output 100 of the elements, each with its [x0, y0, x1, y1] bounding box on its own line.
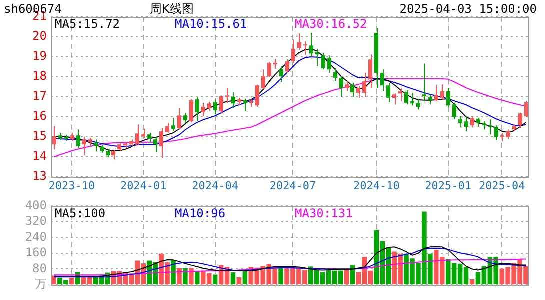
- candlestick: [380, 69, 384, 92]
- candlestick: [166, 122, 170, 134]
- candlestick: [328, 55, 332, 74]
- candlestick: [154, 136, 158, 153]
- candlestick: [310, 32, 314, 58]
- bar: [344, 270, 350, 284]
- candlestick: [214, 99, 218, 116]
- candlestick: [52, 126, 56, 150]
- text: MA10:15.61: [175, 17, 248, 32]
- candlestick: [452, 102, 456, 120]
- candlestick: [292, 39, 296, 64]
- candlestick: [178, 108, 182, 130]
- candlestick: [82, 136, 86, 156]
- candlestick: [316, 48, 320, 67]
- candlestick: [202, 102, 206, 117]
- candlestick: [368, 54, 372, 88]
- candlestick: [196, 96, 200, 122]
- candlestick: [256, 84, 260, 108]
- candlestick: [304, 40, 308, 56]
- candlestick: [470, 116, 474, 128]
- candlestick: [416, 99, 420, 110]
- bar: [236, 278, 242, 284]
- x-tick-label: 2024-04: [192, 179, 239, 192]
- y-tick-label: 16: [32, 109, 47, 124]
- y-tick-label: 万: [35, 277, 47, 292]
- y-tick-label: 80: [32, 261, 47, 276]
- candlestick: [410, 92, 414, 106]
- candlestick: [356, 86, 360, 98]
- bar: [470, 279, 475, 284]
- candlestick: [518, 112, 522, 128]
- text: MA5:100: [55, 206, 106, 220]
- candlestick: [350, 82, 354, 98]
- candlestick: [362, 72, 366, 98]
- candlestick: [464, 116, 468, 132]
- bar: [230, 272, 236, 284]
- candlestick: [112, 150, 116, 160]
- candlestick: [458, 116, 462, 128]
- candlestick: [446, 88, 450, 108]
- candlestick: [136, 124, 140, 146]
- y-tick-label: 17: [32, 89, 47, 104]
- candlestick: [148, 132, 152, 144]
- candlestick: [404, 90, 408, 106]
- text: MA30:16.52: [295, 17, 368, 32]
- y-tick-label: 14: [32, 149, 47, 164]
- candlestick: [434, 84, 438, 102]
- candlestick: [160, 128, 164, 158]
- candlestick: [506, 129, 510, 140]
- bar: [195, 271, 200, 284]
- x-tick-label: 2023-10: [48, 179, 96, 192]
- candlestick: [286, 59, 290, 74]
- y-tick-label: 320: [25, 214, 47, 228]
- candlestick: [172, 118, 176, 132]
- bar: [183, 268, 188, 284]
- bar: [189, 268, 194, 284]
- bar: [278, 267, 284, 284]
- candlestick: [232, 92, 236, 108]
- candlestick: [494, 125, 498, 141]
- candlestick: [184, 112, 188, 124]
- candlestick: [488, 119, 492, 136]
- candlestick: [422, 63, 426, 102]
- x-tick-label: 2024-10: [353, 179, 400, 192]
- bar: [171, 260, 176, 284]
- candlestick: [268, 62, 272, 78]
- candlestick: [94, 139, 98, 152]
- y-tick-label: 19: [32, 49, 47, 64]
- candlestick: [440, 84, 444, 100]
- y-tick-label: 400: [25, 198, 47, 212]
- candlestick: [334, 68, 338, 82]
- candlestick: [346, 80, 350, 92]
- y-tick-label: 15: [32, 129, 47, 144]
- x-tick-label: 2024-07: [270, 179, 316, 192]
- x-tick-label: 2025-04: [478, 179, 526, 192]
- y-tick-label: 160: [25, 246, 47, 260]
- candlestick: [220, 95, 224, 114]
- candlestick: [428, 94, 432, 106]
- bar: [70, 278, 74, 284]
- candlestick: [190, 99, 194, 123]
- candlestick: [298, 33, 302, 50]
- chart-title: 周K线图: [150, 2, 194, 16]
- y-tick-label: 240: [25, 230, 47, 244]
- x-tick-label: 2024-01: [120, 179, 167, 192]
- candlestick: [386, 82, 390, 103]
- y-tick-label: 13: [32, 169, 47, 184]
- text: MA10:96: [175, 206, 226, 220]
- candlestick: [322, 52, 326, 70]
- bar: [212, 274, 218, 284]
- candlestick: [280, 66, 284, 83]
- text: MA30:131: [295, 206, 353, 220]
- candlestick: [76, 129, 80, 148]
- candlestick: [274, 58, 278, 70]
- candlestick: [398, 88, 402, 102]
- bar: [177, 268, 182, 284]
- text: 2025-04-03 15:00:00: [400, 2, 537, 16]
- candlestick: [244, 98, 248, 112]
- y-tick-label: 20: [32, 29, 47, 44]
- candlestick: [392, 93, 396, 106]
- candlestick: [262, 69, 266, 90]
- candlestick: [340, 76, 344, 98]
- candlestick: [226, 88, 230, 104]
- y-tick-label: 18: [32, 69, 47, 84]
